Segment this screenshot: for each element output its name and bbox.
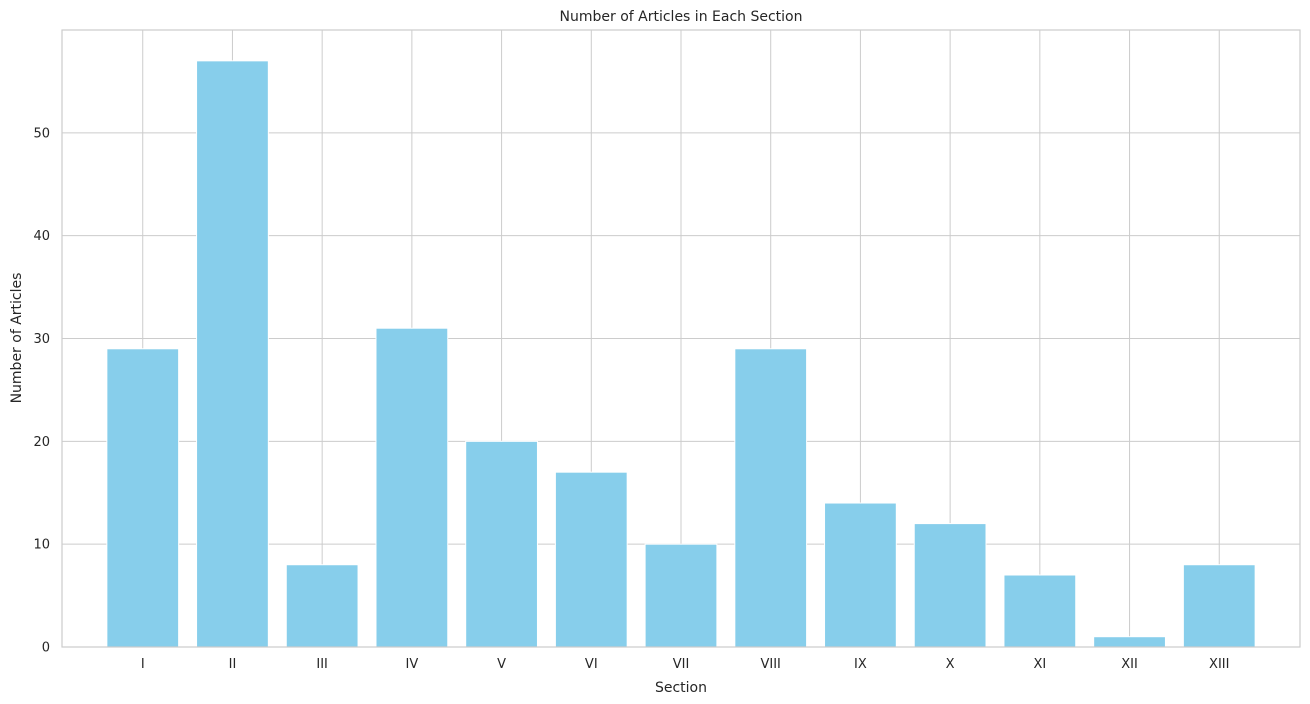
x-tick-label-v: V xyxy=(497,657,506,672)
x-tick-label-ii: II xyxy=(229,657,237,672)
x-tick-labels: I II III IV V VI VII VIII IX X XI XII XIII xyxy=(141,657,1230,672)
y-tick-label: 0 xyxy=(42,641,50,656)
chart-title: Number of Articles in Each Section xyxy=(560,9,803,25)
bar-xii xyxy=(1093,636,1166,648)
y-tick-label: 30 xyxy=(33,332,50,347)
x-axis-label: Section xyxy=(655,680,707,696)
plot-frame xyxy=(61,29,1301,648)
bar-viii xyxy=(734,348,808,648)
y-tick-label: 40 xyxy=(33,229,50,244)
y-axis-label: Number of Articles xyxy=(9,273,25,404)
x-tick-label-x: X xyxy=(946,657,955,672)
bar-x xyxy=(913,523,987,648)
bar-iii xyxy=(285,564,359,648)
y-tick-label: 50 xyxy=(33,126,50,141)
bar-iv xyxy=(375,327,449,648)
y-tick-label: 20 xyxy=(33,435,50,450)
x-tick-label-viii: VIII xyxy=(761,657,781,672)
y-tick-label: 10 xyxy=(33,538,50,553)
bar-xiii xyxy=(1182,564,1256,648)
x-tick-label-xi: XI xyxy=(1033,657,1046,672)
x-tick-label-xiii: XIII xyxy=(1209,657,1229,672)
x-tick-label-xii: XII xyxy=(1121,657,1138,672)
bar-ii xyxy=(196,60,269,648)
bar-vii xyxy=(644,543,718,648)
bar-v xyxy=(465,440,538,648)
x-tick-label-vi: VI xyxy=(585,657,598,672)
y-tick-labels: 0 10 20 30 40 50 xyxy=(33,126,50,655)
x-tick-label-ix: IX xyxy=(854,657,867,672)
x-tick-label-i: I xyxy=(141,657,145,672)
x-tick-label-iii: III xyxy=(316,657,328,672)
bar-i xyxy=(106,348,180,648)
x-tick-label-vii: VII xyxy=(673,657,690,672)
bar-vi xyxy=(554,471,628,648)
x-tick-label-iv: IV xyxy=(406,657,419,672)
bar-ix xyxy=(824,502,897,648)
bars xyxy=(106,60,1256,648)
bar-xi xyxy=(1003,574,1077,648)
